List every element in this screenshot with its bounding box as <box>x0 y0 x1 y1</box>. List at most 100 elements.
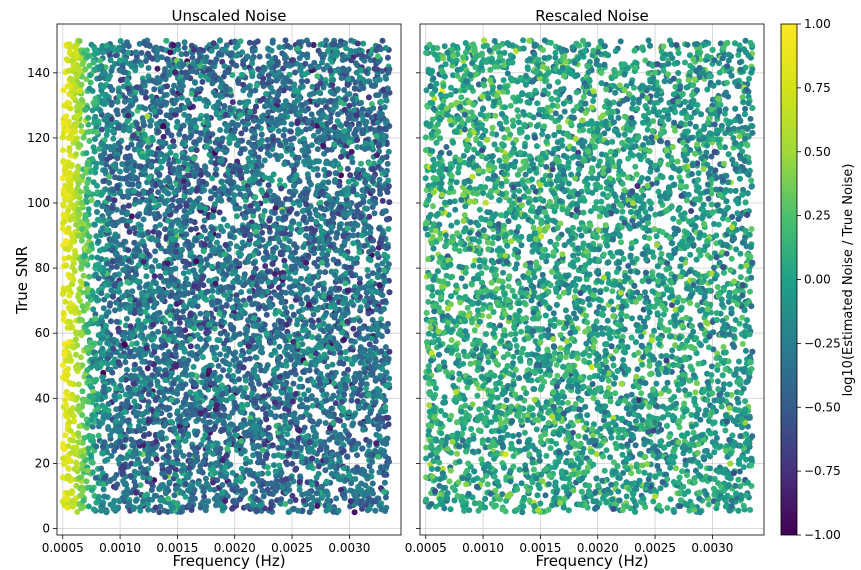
scatter-point <box>345 201 352 208</box>
scatter-point <box>84 180 91 186</box>
scatter-point <box>251 40 258 47</box>
scatter-point <box>221 358 227 365</box>
scatter-point <box>224 123 231 130</box>
scatter-point <box>177 427 184 434</box>
scatter-point <box>185 474 192 481</box>
scatter-point <box>215 363 222 369</box>
scatter-point <box>128 141 135 148</box>
scatter-point <box>247 203 254 210</box>
scatter-point <box>282 213 289 220</box>
scatter-point <box>345 366 351 373</box>
scatter-point <box>272 384 279 391</box>
scatter-point <box>307 215 314 222</box>
scatter-point <box>348 397 355 404</box>
scatter-point <box>276 44 283 51</box>
scatter-point <box>258 187 265 194</box>
scatter-point <box>98 465 105 472</box>
scatter-point <box>152 257 159 264</box>
scatter-point <box>382 397 389 404</box>
scatter-point <box>161 325 168 331</box>
scatter-point <box>298 275 305 282</box>
scatter-point <box>262 305 269 312</box>
scatter-point <box>325 179 332 186</box>
scatter-point <box>367 229 374 236</box>
scatter-point <box>313 158 320 165</box>
scatter-point <box>96 145 103 152</box>
scatter-point <box>229 387 236 394</box>
scatter-point <box>265 80 272 87</box>
scatter-point <box>99 99 106 106</box>
scatter-point <box>365 273 371 279</box>
scatter-point <box>358 110 365 117</box>
scatter-point <box>361 225 368 232</box>
scatter-point <box>124 289 131 296</box>
scatter-point <box>275 359 282 366</box>
scatter-point <box>348 148 355 155</box>
scatter-point <box>192 225 199 232</box>
scatter-point <box>273 477 280 484</box>
scatter-point <box>112 307 118 314</box>
scatter-point <box>269 442 276 449</box>
scatter-point <box>122 391 129 398</box>
scatter-point <box>270 462 277 469</box>
scatter-point <box>187 343 194 350</box>
scatter-point <box>265 182 272 189</box>
scatter-point <box>266 490 273 497</box>
scatter-point <box>319 59 325 66</box>
scatter-point <box>117 352 124 359</box>
scatter-point <box>272 205 279 212</box>
scatter-point <box>77 492 84 499</box>
scatter-point <box>340 376 347 383</box>
scatter-point <box>379 184 386 191</box>
scatter-point <box>125 112 132 119</box>
scatter-point <box>125 202 132 209</box>
scatter-point <box>236 260 243 267</box>
scatter-point <box>262 197 269 204</box>
scatter-point <box>328 228 335 235</box>
scatter-point <box>262 382 269 389</box>
scatter-point <box>337 431 344 438</box>
scatter-point <box>63 402 70 409</box>
scatter-point <box>363 119 370 125</box>
scatter-point <box>167 320 174 327</box>
scatter-point <box>305 240 312 247</box>
scatter-point <box>289 218 296 225</box>
scatter-point <box>76 474 83 481</box>
scatter-point <box>287 498 294 505</box>
scatter-point <box>287 108 294 115</box>
scatter-point <box>213 166 220 173</box>
scatter-point <box>372 507 379 514</box>
scatter-point <box>141 433 147 439</box>
scatter-point <box>277 201 284 208</box>
scatter-point <box>197 130 204 137</box>
scatter-point <box>105 210 112 217</box>
scatter-point <box>258 118 265 125</box>
scatter-point <box>379 292 386 299</box>
scatter-point <box>343 45 350 52</box>
scatter-point <box>319 181 326 188</box>
scatter-point <box>87 79 94 86</box>
scatter-point <box>153 492 160 499</box>
scatter-point <box>104 206 111 213</box>
scatter-point <box>199 373 206 379</box>
scatter-point <box>359 193 366 200</box>
scatter-point <box>244 113 251 120</box>
scatter-point <box>317 199 324 206</box>
scatter-point <box>201 295 208 302</box>
scatter-point <box>314 122 320 129</box>
scatter-point <box>314 146 321 153</box>
scatter-point <box>341 128 348 135</box>
scatter-point <box>278 185 285 192</box>
scatter-point <box>60 316 67 323</box>
scatter-point <box>239 71 245 78</box>
scatter-point <box>242 356 249 363</box>
scatter-point <box>175 220 182 227</box>
scatter-point <box>338 75 345 82</box>
scatter-point <box>147 381 154 388</box>
scatter-point <box>309 83 316 90</box>
scatter-point <box>365 78 372 85</box>
scatter-point <box>250 269 257 276</box>
scatter-point <box>217 194 223 201</box>
scatter-point <box>287 475 294 482</box>
scatter-point <box>283 362 290 369</box>
